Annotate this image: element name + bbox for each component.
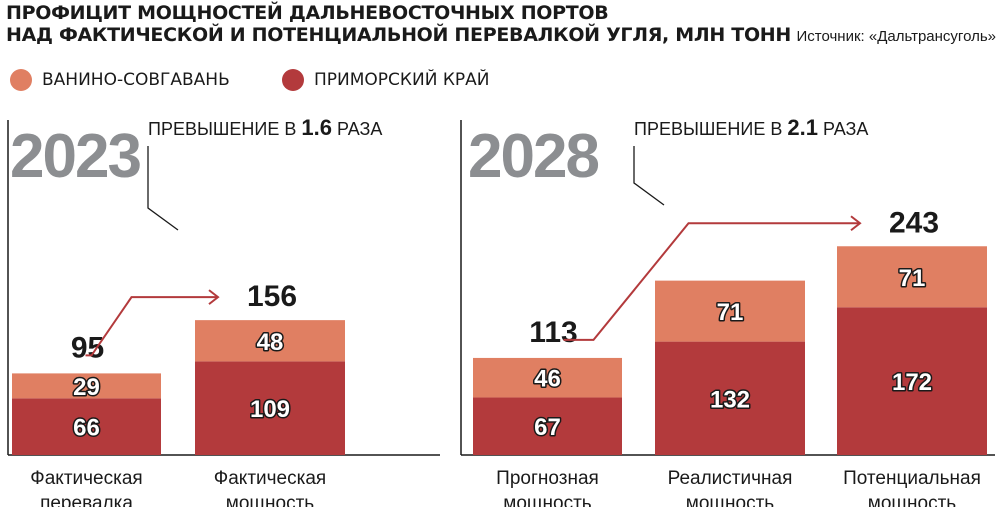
category-label-line: Фактическая: [214, 468, 326, 489]
data-label-vanino: 48: [257, 329, 284, 356]
data-label-vanino: 71: [717, 299, 744, 326]
annotation-bracket: [633, 146, 665, 206]
category-label-line: мощность: [868, 493, 957, 507]
category-label-line: мощность: [503, 493, 592, 507]
bar-vanino: [473, 357, 622, 398]
annotation-bracket: [147, 146, 179, 231]
excess-prefix: ПРЕВЫШЕНИЕ В: [148, 119, 301, 139]
year-label: 2023: [10, 122, 140, 191]
category-label: Потенциальная мощность: [843, 468, 981, 507]
data-label-vanino: 46: [534, 366, 561, 393]
bar-primorsky: [12, 398, 161, 455]
growth-arrow-line: [563, 222, 860, 341]
legend-item-vanino: ВАНИНО-СОВГАВАНЬ: [10, 66, 230, 94]
legend-label-primorsky: ПРИМОРСКИЙ КРАЙ: [314, 70, 490, 90]
category-label-line: мощность: [226, 493, 315, 507]
year-label: 2028: [468, 122, 598, 191]
category-label-line: Реалистичная: [668, 468, 793, 489]
excess-prefix: ПРЕВЫШЕНИЕ В: [634, 119, 787, 139]
bar-vanino: [12, 373, 161, 399]
category-label-line: Прогнозная: [496, 468, 599, 489]
bar-primorsky: [655, 341, 805, 455]
title-line-2: НАД ФАКТИЧЕСКОЙ И ПОТЕНЦИАЛЬНОЙ ПЕРЕВАЛК…: [6, 24, 792, 46]
data-label-primorsky: 67: [534, 414, 561, 441]
chart-panel-2028: 2028 ПРЕВЫШЕНИЕ В 2.1 РАЗА 67 46 Прогнозная м…: [460, 115, 995, 507]
total-label: 113: [529, 316, 577, 349]
data-label-primorsky: 132: [710, 386, 750, 413]
category-label: Фактическая мощность: [214, 468, 326, 507]
data-label-vanino: 29: [73, 374, 100, 401]
category-label-line: Фактическая: [30, 468, 142, 489]
excess-value: 1.6: [301, 115, 332, 140]
category-label-line: мощность: [686, 493, 775, 507]
legend-item-primorsky: ПРИМОРСКИЙ КРАЙ: [282, 66, 490, 94]
chart-panel-2023: 2023 ПРЕВЫШЕНИЕ В 1.6 РАЗА 66 29 Фактическая…: [7, 115, 440, 507]
data-label-vanino: 71: [899, 265, 926, 292]
legend-swatch-vanino: [10, 69, 32, 91]
total-label: 243: [889, 206, 939, 239]
chart-title: ПРОФИЦИТ МОЩНОСТЕЙ ДАЛЬНЕВОСТОЧНЫХ ПОРТО…: [6, 2, 791, 46]
data-label-primorsky: 66: [73, 415, 100, 442]
bar-primorsky: [195, 361, 345, 455]
growth-arrow-head: [208, 289, 220, 305]
excess-value: 2.1: [787, 115, 818, 140]
data-label-primorsky: 109: [250, 396, 290, 423]
growth-arrow-line: [85, 296, 218, 357]
data-label-primorsky: 172: [892, 369, 932, 396]
category-label: Фактическая перевалка: [30, 468, 142, 507]
total-label: 156: [247, 280, 297, 313]
bar-vanino: [195, 320, 345, 362]
legend-swatch-primorsky: [282, 69, 304, 91]
category-label: Прогнозная мощность: [496, 468, 599, 507]
category-label-line: Потенциальная: [843, 468, 981, 489]
bar-primorsky: [473, 397, 622, 455]
category-label-line: перевалка: [40, 493, 133, 507]
excess-annotation: ПРЕВЫШЕНИЕ В 2.1 РАЗА: [634, 115, 868, 140]
excess-annotation: ПРЕВЫШЕНИЕ В 1.6 РАЗА: [148, 115, 382, 140]
legend-label-vanino: ВАНИНО-СОВГАВАНЬ: [42, 70, 230, 90]
bar-vanino: [655, 280, 805, 342]
category-label: Реалистичная мощность: [668, 468, 793, 507]
bar-vanino: [837, 246, 987, 308]
excess-suffix: РАЗА: [818, 119, 868, 139]
source-note: Источник: «Дальтрансуголь»: [796, 28, 996, 45]
title-line-1: ПРОФИЦИТ МОЩНОСТЕЙ ДАЛЬНЕВОСТОЧНЫХ ПОРТО…: [6, 2, 609, 24]
bar-primorsky: [837, 307, 987, 455]
total-label: 95: [71, 331, 104, 364]
excess-suffix: РАЗА: [332, 119, 382, 139]
growth-arrow-head: [850, 215, 862, 232]
